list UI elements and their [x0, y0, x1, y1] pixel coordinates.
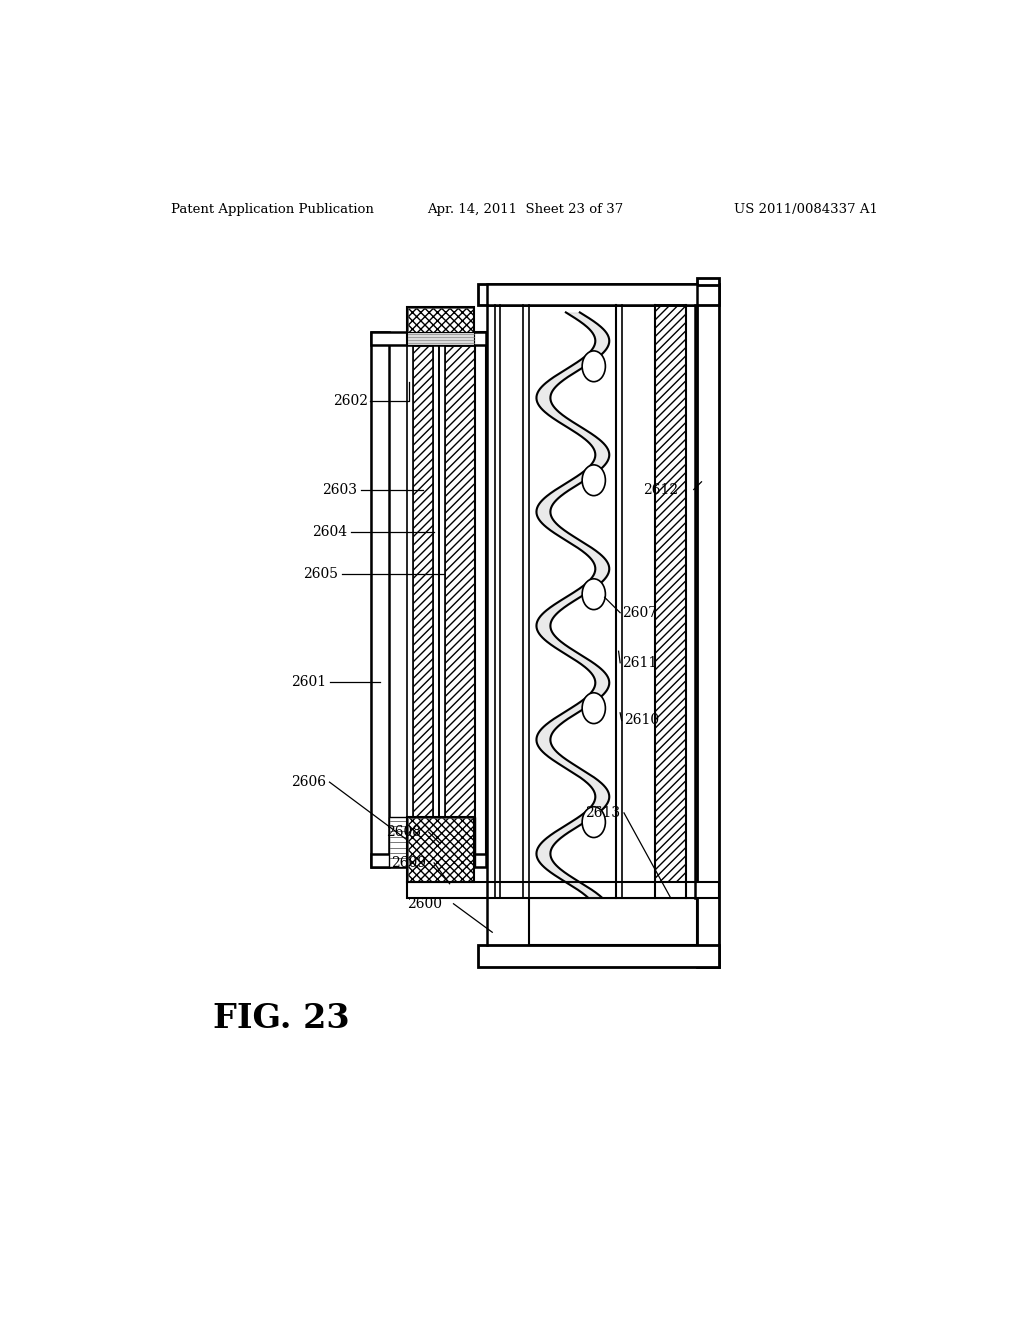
Text: 2605: 2605	[303, 568, 338, 581]
Bar	[655, 305, 686, 898]
Text: 2612: 2612	[643, 483, 679, 496]
Bar	[371, 331, 389, 867]
Text: 2607: 2607	[623, 606, 657, 619]
Text: 2604: 2604	[312, 525, 347, 539]
Bar	[697, 285, 719, 966]
Ellipse shape	[583, 578, 605, 610]
Bar	[371, 331, 486, 345]
Bar	[478, 945, 719, 966]
Text: 2608: 2608	[386, 825, 421, 840]
Text: FIG. 23: FIG. 23	[213, 1002, 350, 1035]
Text: 2613: 2613	[586, 807, 621, 820]
Text: 2610: 2610	[624, 714, 659, 727]
Bar	[372, 333, 388, 866]
Ellipse shape	[583, 465, 605, 495]
Text: 2609: 2609	[391, 855, 427, 870]
Text: Patent Application Publication: Patent Application Publication	[171, 203, 374, 216]
Bar	[414, 346, 432, 816]
Text: US 2011/0084337 A1: US 2011/0084337 A1	[734, 203, 879, 216]
Bar	[528, 898, 697, 945]
Text: 2603: 2603	[322, 483, 356, 496]
Bar	[407, 308, 474, 345]
Ellipse shape	[583, 807, 605, 838]
Bar	[479, 946, 719, 966]
Ellipse shape	[583, 693, 605, 723]
Bar	[478, 284, 719, 305]
Bar	[697, 277, 719, 285]
Text: 2606: 2606	[291, 775, 326, 789]
Bar	[389, 817, 475, 867]
Bar	[655, 898, 696, 945]
Bar	[371, 854, 486, 867]
Bar	[407, 817, 474, 882]
Ellipse shape	[583, 351, 605, 381]
Bar	[407, 882, 719, 898]
Bar	[445, 346, 474, 816]
Bar	[697, 284, 719, 966]
Text: 2600: 2600	[407, 896, 442, 911]
Text: 2602: 2602	[334, 393, 369, 408]
Text: Apr. 14, 2011  Sheet 23 of 37: Apr. 14, 2011 Sheet 23 of 37	[427, 203, 623, 216]
Bar	[408, 883, 718, 896]
Bar	[486, 284, 697, 305]
Bar	[408, 308, 474, 345]
Bar	[475, 331, 486, 867]
Text: 2601: 2601	[291, 675, 326, 689]
Bar	[407, 333, 474, 345]
Text: 2611: 2611	[623, 656, 657, 669]
Bar	[408, 817, 474, 882]
